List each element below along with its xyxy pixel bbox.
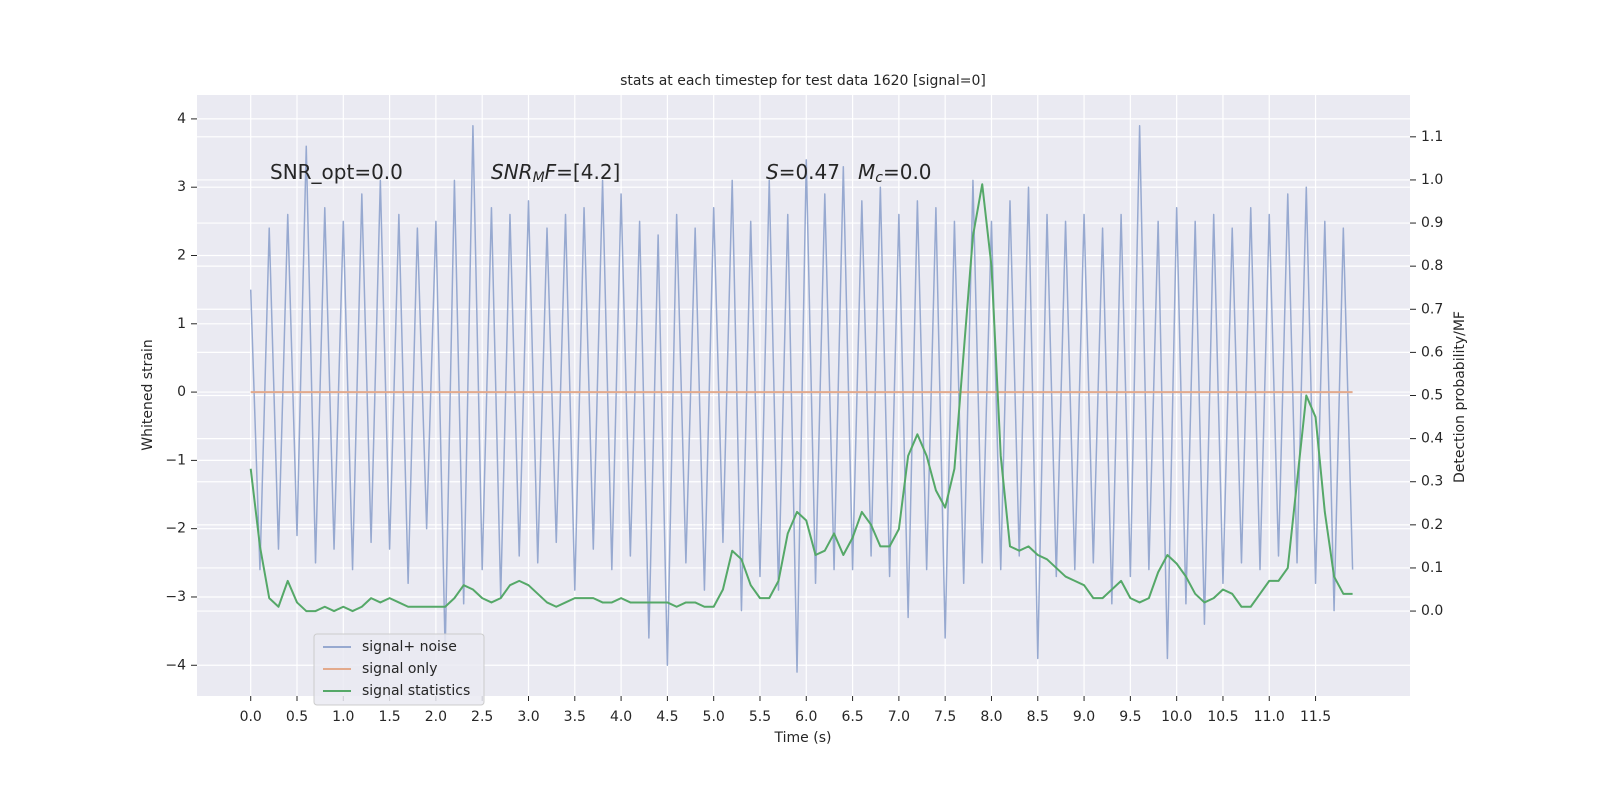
legend: signal+ noise signal only signal statistic… xyxy=(313,633,485,706)
annotation: Mc=0.0 xyxy=(858,160,932,187)
x-tick-label: 0.5 xyxy=(286,709,308,725)
y2-tick-label: 1.1 xyxy=(1421,129,1443,145)
x-tick-label: 10.0 xyxy=(1161,709,1192,725)
y2-axis-label: Detection probability/MF xyxy=(1452,311,1468,483)
x-tick-label: 5.5 xyxy=(749,709,771,725)
x-tick-label: 3.0 xyxy=(517,709,539,725)
x-tick-label: 2.0 xyxy=(425,709,447,725)
y2-tick-label: 1.0 xyxy=(1421,172,1443,188)
annotation-part: SNR_opt=0.0 xyxy=(270,160,403,184)
x-tick-label: 7.5 xyxy=(934,709,956,725)
annotation-part: c xyxy=(875,170,883,186)
annotation-part: =[4.2] xyxy=(556,160,620,184)
annotation-part: =0.0 xyxy=(883,160,932,184)
y-tick-label: 2 xyxy=(177,247,186,263)
series-line xyxy=(249,124,1354,673)
legend-label: signal statistics xyxy=(362,683,470,699)
y2-tick-label: 0.1 xyxy=(1421,560,1443,576)
x-tick-label: 7.0 xyxy=(888,709,910,725)
x-axis-label: Time (s) xyxy=(774,730,832,746)
annotation-part: M xyxy=(533,170,545,186)
y-tick-label: −4 xyxy=(165,657,186,673)
x-tick-label: 0.0 xyxy=(240,709,262,725)
annotation-part: SNR xyxy=(491,160,533,184)
x-tick-label: 2.5 xyxy=(471,709,493,725)
annotation-part: F xyxy=(545,160,557,184)
annotation: SNRMF=[4.2] xyxy=(491,160,620,187)
y2-tick-label: 0.0 xyxy=(1421,603,1443,619)
legend-label: signal+ noise xyxy=(362,639,457,655)
x-tick-label: 9.0 xyxy=(1073,709,1095,725)
y-tick-label: 4 xyxy=(177,111,186,127)
legend-label: signal only xyxy=(362,661,437,677)
annotation: S=0.47 xyxy=(766,160,840,184)
y-tick-label: −1 xyxy=(165,452,186,468)
annotation-part: S xyxy=(766,160,779,184)
y2-tick-label: 0.2 xyxy=(1421,517,1443,533)
annotation-part: =0.47 xyxy=(779,160,840,184)
y2-tick-label: 0.5 xyxy=(1421,388,1443,404)
y2-tick-label: 0.4 xyxy=(1421,431,1443,447)
x-tick-label: 5.0 xyxy=(703,709,725,725)
y-tick-label: 1 xyxy=(177,316,186,332)
x-tick-label: 4.0 xyxy=(610,709,632,725)
x-tick-label: 9.5 xyxy=(1119,709,1141,725)
annotation-part: M xyxy=(858,160,875,184)
y2-tick-label: 0.9 xyxy=(1421,215,1443,231)
chart-title: stats at each timestep for test data 162… xyxy=(620,73,986,89)
x-tick-label: 11.5 xyxy=(1300,709,1331,725)
y2-tick-label: 0.8 xyxy=(1421,258,1443,274)
x-tick-label: 1.5 xyxy=(378,709,400,725)
y-tick-label: 0 xyxy=(177,384,186,400)
x-tick-label: 6.5 xyxy=(841,709,863,725)
y-tick-label: 3 xyxy=(177,179,186,195)
y-tick-label: −3 xyxy=(165,589,186,605)
x-tick-label: 10.5 xyxy=(1207,709,1238,725)
series-line xyxy=(249,183,1353,613)
x-tick-label: 1.0 xyxy=(332,709,354,725)
y2-tick-label: 0.6 xyxy=(1421,344,1443,360)
x-tick-label: 11.0 xyxy=(1254,709,1285,725)
x-tick-label: 8.0 xyxy=(980,709,1002,725)
y2-tick-label: 0.7 xyxy=(1421,301,1443,317)
x-tick-label: 6.0 xyxy=(795,709,817,725)
y-axis-label: Whitened strain xyxy=(140,339,156,450)
x-tick-label: 3.5 xyxy=(564,709,586,725)
y-tick-label: −2 xyxy=(165,521,186,537)
legend-box xyxy=(313,633,485,706)
x-tick-label: 8.5 xyxy=(1027,709,1049,725)
x-tick-label: 4.5 xyxy=(656,709,678,725)
annotation: SNR_opt=0.0 xyxy=(270,160,403,184)
y2-tick-label: 0.3 xyxy=(1421,474,1443,490)
